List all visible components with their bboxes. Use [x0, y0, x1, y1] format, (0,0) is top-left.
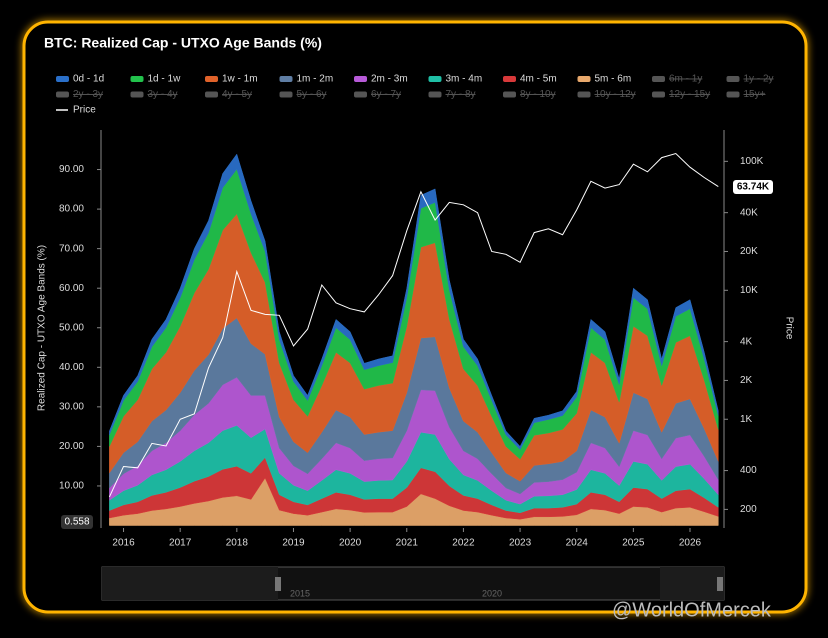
x-tick-label: 2023 [509, 538, 532, 549]
y2-tick-label: 1K [740, 414, 753, 425]
legend-swatch [130, 91, 144, 98]
legend-item[interactable]: 2y - 3y [73, 89, 103, 100]
legend-item[interactable]: 10y - 12y [595, 89, 636, 100]
y2-tick-label: 2K [740, 375, 753, 386]
legend-item[interactable]: 1w - 1m [222, 74, 258, 85]
y2-axis-label: Price [783, 317, 794, 340]
legend-swatch [354, 91, 367, 98]
x-tick-label: 2020 [339, 538, 362, 549]
legend-swatch [652, 91, 665, 98]
legend-item[interactable]: 5y - 6y [297, 89, 327, 100]
legend-swatch [279, 76, 293, 82]
navigator-mask [660, 567, 724, 600]
area [109, 153, 719, 451]
y-tick-label: 70.00 [59, 243, 84, 254]
y-tick-label: 40.00 [59, 362, 84, 373]
x-tick-label: 2025 [622, 538, 645, 549]
navigator-handle[interactable] [717, 577, 723, 591]
legend-swatch [130, 76, 144, 82]
last-price-box [733, 180, 773, 194]
y2-tick-label: 400 [740, 465, 757, 476]
navigator-label: 2020 [482, 588, 502, 598]
legend-item[interactable]: 12y - 15y [669, 89, 710, 100]
navigator-mask [102, 567, 278, 600]
legend-item[interactable]: 6m - 1y [669, 74, 702, 85]
legend-swatch [205, 76, 218, 82]
legend-item[interactable]: 8y - 10y [520, 89, 556, 100]
legend-swatch [652, 76, 665, 82]
y-tick-label: 80.00 [59, 204, 84, 215]
price-line [108, 152, 719, 498]
legend-swatch [726, 76, 740, 82]
legend-swatch [726, 91, 740, 98]
y2-tick-label: 100K [740, 156, 764, 167]
legend-swatch [428, 76, 442, 82]
legend-swatch [56, 76, 69, 82]
y-tick-label: 50.00 [59, 322, 84, 333]
legend-item[interactable]: 1m - 2m [297, 74, 334, 85]
y-axis-label: Realized Cap - UTXO Age Bands (%) [37, 245, 48, 411]
legend-item[interactable]: 3m - 4m [446, 74, 483, 85]
last-value-label: 0.558 [64, 517, 89, 528]
x-tick-label: 2018 [226, 538, 249, 549]
x-tick-label: 2024 [566, 538, 589, 549]
legend-item[interactable]: 6y - 7y [371, 89, 401, 100]
legend-item[interactable]: 7y - 8y [446, 89, 476, 100]
y2-tick-label: 10K [740, 285, 758, 296]
legend-swatch [503, 91, 516, 98]
y2-tick-label: 20K [740, 246, 758, 257]
y-tick-label: 30.00 [59, 401, 84, 412]
navigator-handle[interactable] [275, 577, 281, 591]
legend-swatch [577, 91, 591, 98]
x-tick-label: 2017 [169, 538, 192, 549]
y-tick-label: 10.00 [59, 481, 84, 492]
legend-swatch [503, 76, 516, 82]
legend-swatch [577, 76, 591, 82]
legend-item[interactable]: 5m - 6m [595, 74, 632, 85]
x-tick-label: 2016 [112, 538, 135, 549]
legend-item[interactable]: 4m - 5m [520, 74, 557, 85]
legend-swatch [279, 91, 293, 98]
x-tick-label: 2021 [396, 538, 419, 549]
legend-swatch [428, 91, 442, 98]
legend-item[interactable]: 3y - 4y [148, 89, 178, 100]
y-tick-label: 60.00 [59, 283, 84, 294]
y-tick-label: 90.00 [59, 164, 84, 175]
x-tick-label: 2019 [282, 538, 305, 549]
plot-area [108, 152, 719, 526]
legend-item[interactable]: 0d - 1d [73, 74, 104, 85]
legend-swatch [354, 76, 367, 82]
watermark: @WorldOfMercek [612, 599, 772, 621]
last-price-label: 63.74K [737, 182, 770, 193]
legend-item[interactable]: 1y - 2y [744, 74, 774, 85]
y-tick-label: 20.00 [59, 441, 84, 452]
chart-title: BTC: Realized Cap - UTXO Age Bands (%) [44, 35, 322, 51]
x-tick-label: 2022 [452, 538, 475, 549]
legend-swatch [205, 91, 218, 98]
legend-swatch [56, 91, 69, 98]
x-tick-label: 2026 [679, 538, 702, 549]
legend-item[interactable]: 1d - 1w [148, 74, 182, 85]
y2-tick-label: 40K [740, 207, 758, 218]
y2-tick-label: 200 [740, 504, 757, 515]
last-value-box [61, 515, 93, 529]
y2-tick-label: 4K [740, 336, 753, 347]
legend-item[interactable]: 2m - 3m [371, 74, 408, 85]
legend-item[interactable]: 4y - 5y [222, 89, 252, 100]
legend-item[interactable]: Price [73, 105, 96, 116]
navigator-label: 2015 [290, 588, 310, 598]
legend-item[interactable]: 15y+ [744, 89, 766, 100]
